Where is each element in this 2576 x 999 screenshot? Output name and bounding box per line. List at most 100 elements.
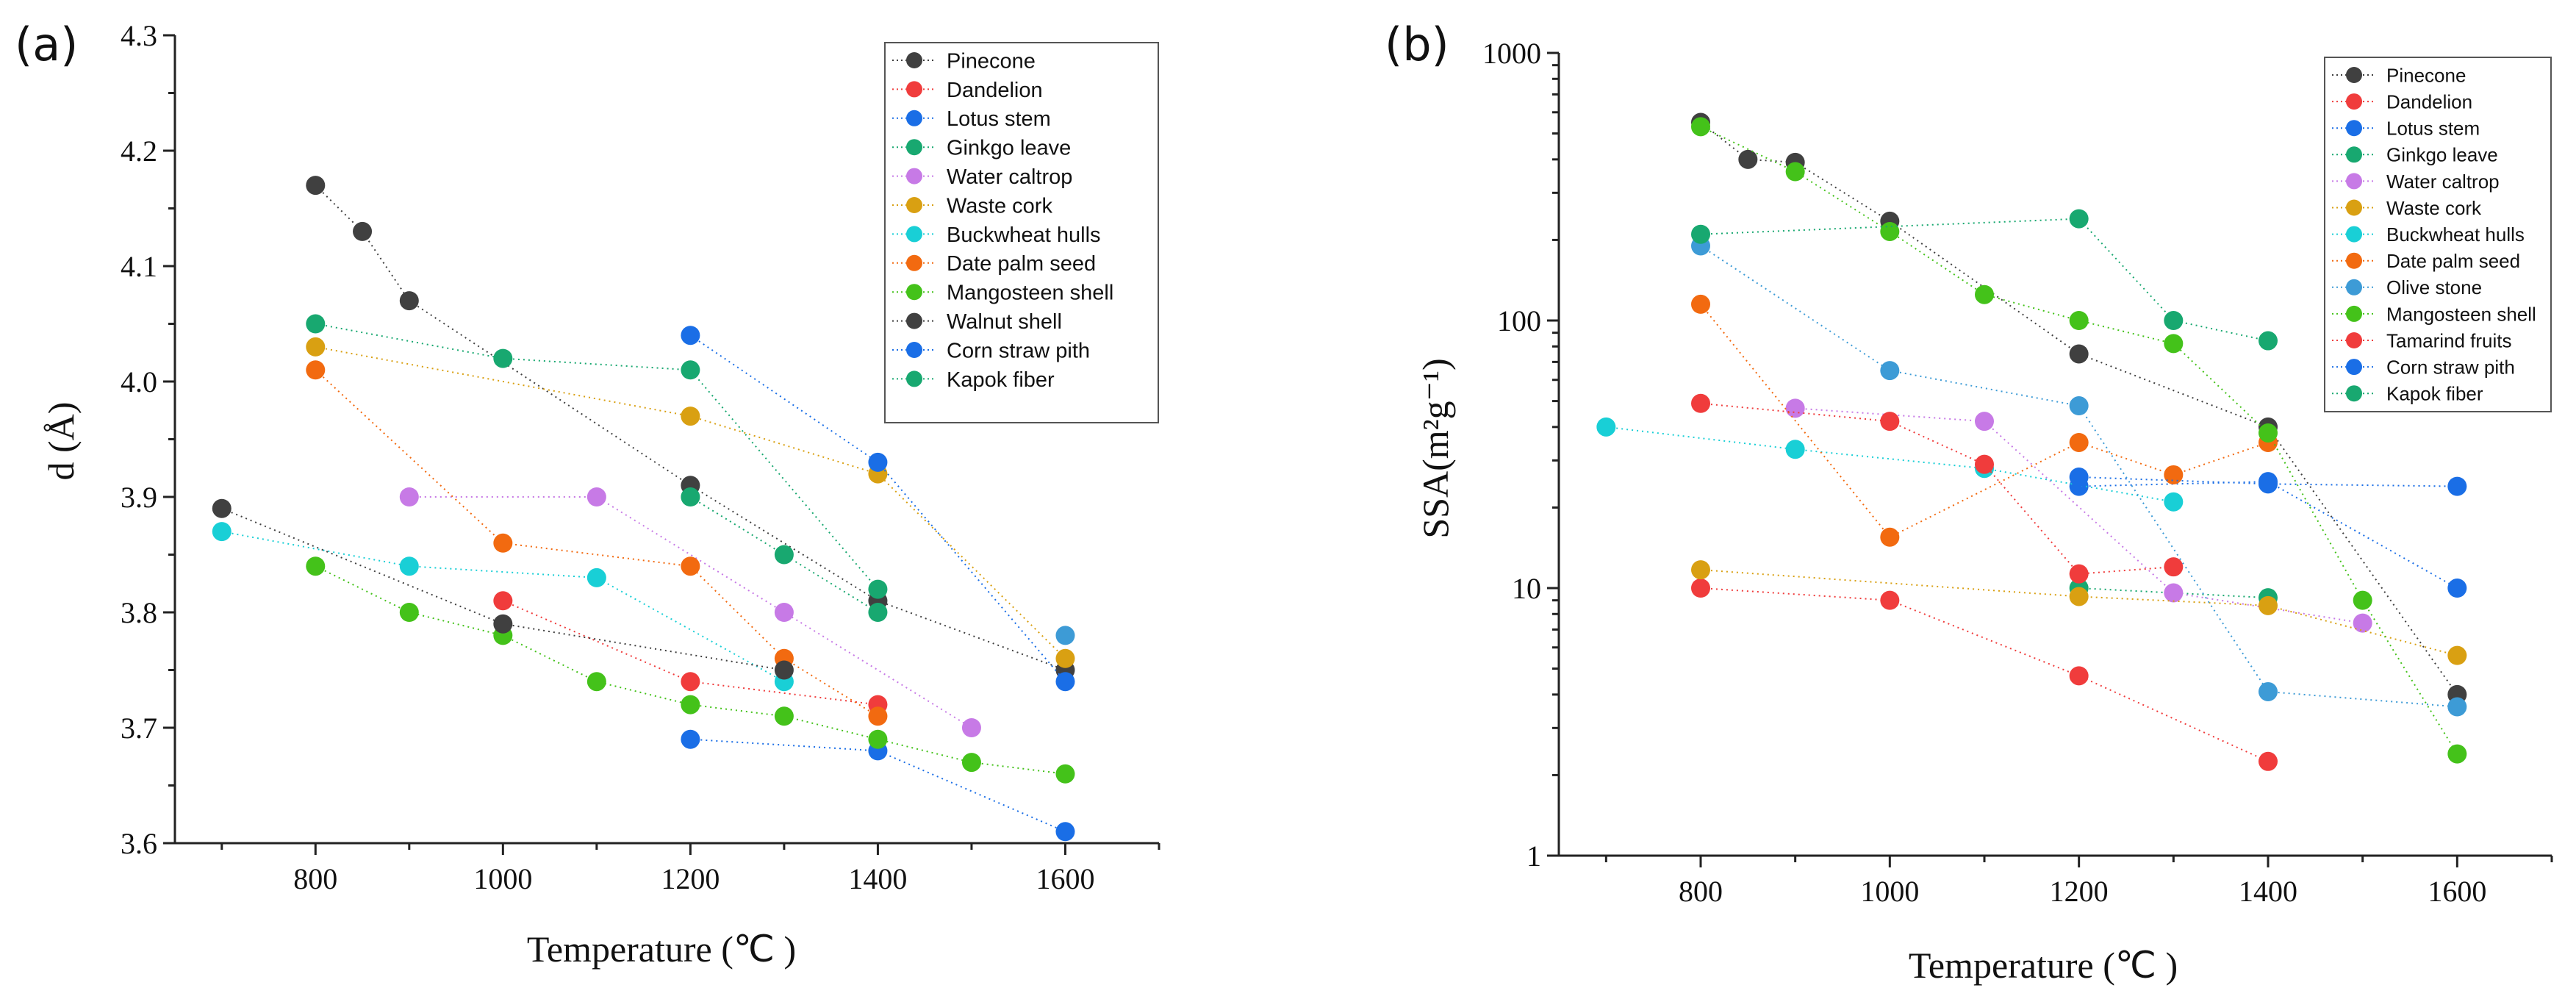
data-point [1785,398,1805,418]
legend-marker [2346,93,2362,110]
legend-label: Dandelion [947,79,1043,102]
series-line [2078,476,2458,487]
legend-marker [906,81,922,98]
series-line [315,369,878,717]
y-tick-label: 3.8 [121,596,157,629]
series-5 [1691,560,2467,665]
y-tick-label: 4.1 [121,250,157,283]
legend-label: Water caltrop [2386,171,2500,193]
data-point [1975,454,1994,474]
legend-label: Mangosteen shell [947,282,1113,305]
series-10 [1691,393,2184,584]
series-9 [1691,117,2467,764]
data-point [2259,331,2278,351]
data-point [2069,396,2089,416]
data-point [353,221,373,241]
x-tick-label: 1400 [2239,875,2297,908]
data-point [2447,645,2467,665]
legend-marker [906,139,922,156]
data-point [1975,284,1994,304]
data-point [1691,117,1710,137]
legend-label: Dandelion [2386,90,2472,112]
legend-label: Walnut shell [947,310,1062,334]
y-tick-label: 1000 [1482,37,1541,70]
series-line [1606,426,2174,503]
legend-marker [2346,305,2362,322]
series-10 [681,326,1075,692]
series-line [1700,587,2269,762]
legend-marker [906,254,922,271]
legend-label: Corn straw pith [947,339,1090,362]
data-point [1055,672,1075,692]
y-tick-label: 3.9 [121,481,157,514]
data-point [2069,666,2089,686]
data-point [1975,412,1994,432]
data-point [681,695,700,715]
x-tick-label: 800 [1679,875,1723,908]
panel-b-chart: (b) 800 1000 1200 1400 1600 1 10 100 1000 Temperat… [1385,18,2553,986]
data-point [961,753,981,773]
legend-label: Lotus stem [947,107,1051,131]
data-point [681,556,700,576]
legend-marker [2346,146,2362,163]
series-9 [212,498,794,680]
series-4 [399,487,981,737]
series-line [221,507,785,671]
x-tick-label: 800 [293,862,337,895]
legend-label: Date palm seed [947,252,1096,276]
data-point [681,487,700,506]
legend-marker [906,284,922,301]
data-point [2259,751,2278,771]
x-tick-label: 1600 [2428,875,2486,908]
series-7 [306,360,888,726]
y-tick-label: 10 [1512,572,1541,605]
series-1 [493,591,888,715]
data-point [2069,344,2089,364]
x-tick-label: 1400 [848,862,907,895]
series-line [409,496,972,728]
x-axis-title: Temperature (℃ ) [527,928,796,970]
series-6 [1596,417,2184,512]
legend-marker [2346,332,2362,348]
data-point [1691,224,1710,244]
data-point [586,487,606,506]
data-point [2164,557,2184,577]
legend-marker [2346,226,2362,243]
data-point [586,567,606,587]
legend-label: Water caltrop [947,165,1072,189]
data-point [2069,311,2089,330]
legend-marker [2346,252,2362,269]
data-point [212,522,232,542]
data-point [306,337,326,357]
data-point [493,348,513,368]
data-point [2069,432,2089,452]
data-point [1691,579,1710,598]
series-line [1700,569,2458,656]
data-point [493,533,513,553]
legend-box [2324,57,2552,412]
data-point [2069,209,2089,229]
legend-label: Pinecone [2386,64,2466,86]
data-point [774,545,794,565]
data-point [2259,423,2278,443]
series-line [690,738,1066,833]
data-point [1785,162,1805,182]
data-point [868,579,888,599]
data-point [2259,681,2278,701]
data-point [868,729,888,749]
x-tick-label: 1200 [661,862,720,895]
series-12 [1691,209,2278,351]
y-tick-label: 100 [1497,304,1541,337]
data-point [399,291,419,311]
data-point [2447,744,2467,764]
legend-label: Buckwheat hulls [947,223,1101,247]
x-tick-label: 1000 [473,862,532,895]
legend-marker [2346,359,2362,376]
series-11 [306,314,888,599]
y-tick-label: 1 [1526,839,1541,873]
data-point [681,407,700,426]
data-point [586,672,606,692]
legend-label: Mangosteen shell [2386,303,2536,325]
panel-label: (a) [15,18,78,71]
data-point [2447,476,2467,496]
